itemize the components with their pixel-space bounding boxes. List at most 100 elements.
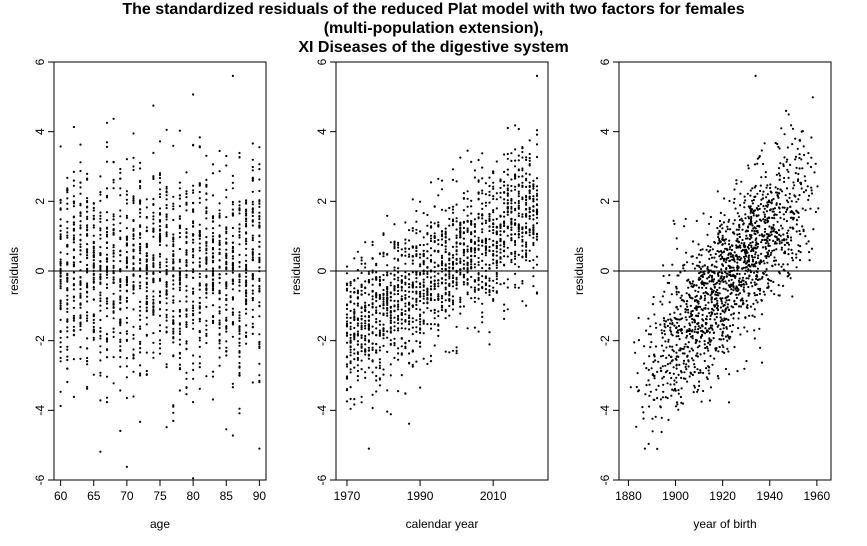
data-point	[521, 240, 524, 243]
data-point	[411, 333, 414, 336]
data-point	[697, 300, 700, 303]
data-point	[185, 264, 188, 267]
data-point	[192, 477, 195, 480]
data-point	[693, 299, 697, 302]
data-point	[360, 317, 363, 320]
data-point	[737, 293, 740, 296]
data-point	[198, 242, 201, 245]
data-point	[72, 317, 75, 320]
data-point	[748, 223, 751, 226]
data-point	[356, 277, 359, 280]
data-point	[521, 279, 524, 283]
data-point	[415, 271, 418, 274]
data-point	[725, 307, 728, 310]
data-point	[741, 248, 745, 252]
data-point	[680, 327, 683, 331]
data-point	[105, 268, 109, 271]
data-point	[695, 284, 698, 287]
data-point	[660, 416, 663, 419]
x-tick-label: 70	[120, 489, 134, 503]
data-point	[451, 303, 455, 306]
data-point	[787, 229, 790, 232]
data-point	[211, 272, 215, 275]
data-point	[426, 266, 429, 269]
data-point	[112, 356, 115, 359]
data-point	[360, 322, 363, 325]
data-point	[735, 285, 738, 288]
data-point	[462, 263, 465, 266]
data-point	[686, 380, 689, 383]
data-point	[66, 280, 69, 283]
data-point	[663, 333, 667, 336]
data-point	[172, 299, 175, 302]
data-point	[99, 175, 102, 178]
data-point	[211, 172, 215, 175]
data-point	[349, 386, 352, 389]
data-point	[444, 251, 447, 254]
data-point	[231, 268, 234, 271]
data-point	[781, 190, 784, 193]
data-point	[364, 343, 367, 346]
data-point	[466, 278, 469, 281]
data-point	[697, 290, 700, 293]
data-point	[651, 303, 655, 306]
data-point	[716, 288, 719, 292]
data-point	[178, 267, 181, 270]
data-point	[66, 345, 69, 348]
data-point	[797, 198, 800, 201]
data-point	[345, 272, 349, 275]
data-point	[125, 365, 128, 368]
data-point	[503, 255, 506, 258]
data-point	[693, 267, 697, 270]
data-point	[481, 189, 484, 192]
data-point	[198, 305, 201, 308]
data-point	[349, 348, 352, 351]
data-point	[99, 211, 102, 214]
data-point	[473, 288, 476, 291]
data-point	[211, 217, 215, 220]
data-point	[688, 332, 692, 336]
data-point	[353, 348, 356, 351]
data-point	[470, 232, 473, 235]
data-point	[514, 124, 517, 127]
data-point	[158, 295, 162, 298]
data-point	[669, 322, 672, 325]
data-point	[367, 447, 370, 450]
data-point	[755, 215, 758, 218]
data-point	[782, 164, 785, 168]
data-point	[722, 250, 726, 253]
data-point	[411, 254, 414, 257]
data-point	[112, 303, 115, 306]
data-point	[364, 291, 367, 295]
data-point	[810, 156, 813, 159]
data-point	[192, 362, 195, 365]
data-point	[774, 186, 777, 189]
data-point	[345, 331, 349, 334]
data-point	[693, 386, 697, 389]
data-point	[86, 295, 89, 298]
data-point	[360, 293, 363, 296]
data-point	[356, 330, 359, 333]
data-point	[666, 281, 669, 284]
data-point	[499, 191, 502, 194]
data-point	[470, 258, 473, 261]
data-point	[231, 386, 234, 389]
data-point	[790, 239, 793, 242]
data-point	[59, 233, 62, 236]
data-point	[710, 296, 713, 299]
data-point	[353, 336, 356, 339]
data-point	[755, 237, 758, 240]
data-point	[72, 223, 75, 226]
data-point	[745, 255, 748, 258]
data-point	[437, 224, 440, 227]
data-point	[404, 247, 407, 250]
data-point	[677, 291, 680, 294]
data-point	[700, 281, 703, 284]
data-point	[99, 282, 102, 285]
data-point	[709, 249, 712, 252]
data-point	[484, 291, 487, 294]
data-point	[375, 351, 378, 354]
data-point	[349, 301, 352, 304]
data-point	[525, 232, 528, 235]
data-point	[172, 240, 175, 243]
